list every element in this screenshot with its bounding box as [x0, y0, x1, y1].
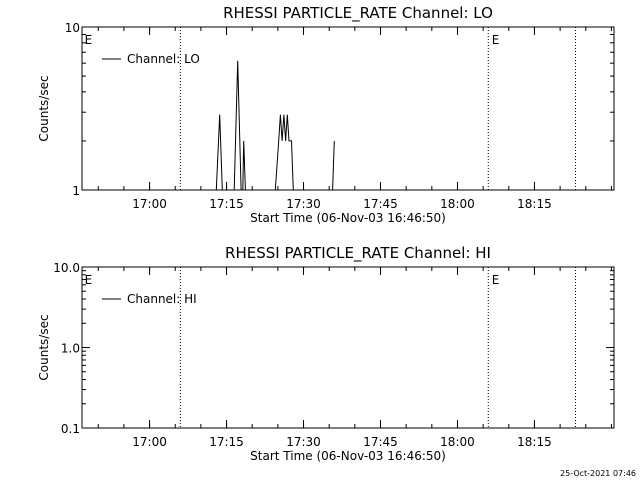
x-tick-label: 17:15	[209, 197, 244, 211]
event-marker: E	[85, 273, 93, 287]
y-tick-label: 1	[72, 184, 80, 198]
x-tick-label: 17:00	[132, 435, 167, 449]
y-axis-label: Counts/sec	[37, 314, 51, 380]
x-tick-label: 17:00	[132, 197, 167, 211]
chart-panel-hi: RHESSI PARTICLE_RATE Channel: HI 17:00 17:…	[37, 244, 615, 463]
event-marker: E	[85, 33, 93, 47]
y-axis-label: Counts/sec	[37, 75, 51, 141]
event-marker: E	[492, 273, 500, 287]
chart-title: RHESSI PARTICLE_RATE Channel: HI	[225, 244, 491, 263]
chart-title: RHESSI PARTICLE_RATE Channel: LO	[223, 4, 493, 23]
y-tick-label: 0.1	[61, 422, 80, 436]
x-axis-label: Start Time (06-Nov-03 16:46:50)	[250, 449, 446, 463]
plot-frame	[81, 26, 615, 191]
x-tick-label: 17:30	[286, 197, 321, 211]
x-tick-label: 18:00	[440, 197, 475, 211]
legend-label: Channel: LO	[127, 52, 200, 66]
y-tick-label: 10	[65, 21, 80, 35]
event-marker: E	[492, 33, 500, 47]
x-tick-label: 17:45	[363, 197, 398, 211]
x-tick-label: 17:15	[209, 435, 244, 449]
x-axis-label: Start Time (06-Nov-03 16:46:50)	[250, 211, 446, 225]
y-tick-label: 10.0	[53, 261, 80, 275]
chart-panel-lo: RHESSI PARTICLE_RATE Channel: LO 17:00 17:…	[37, 4, 615, 225]
y-tick-label: 1.0	[61, 342, 80, 356]
x-tick-label: 18:15	[517, 435, 552, 449]
x-tick-label: 18:00	[440, 435, 475, 449]
legend-label: Channel: HI	[127, 292, 197, 306]
series-line	[215, 60, 335, 191]
x-tick-label: 17:45	[363, 435, 398, 449]
x-tick-label: 17:30	[286, 435, 321, 449]
timestamp: 25-Oct-2021 07:46	[560, 469, 636, 478]
x-tick-label: 18:15	[517, 197, 552, 211]
